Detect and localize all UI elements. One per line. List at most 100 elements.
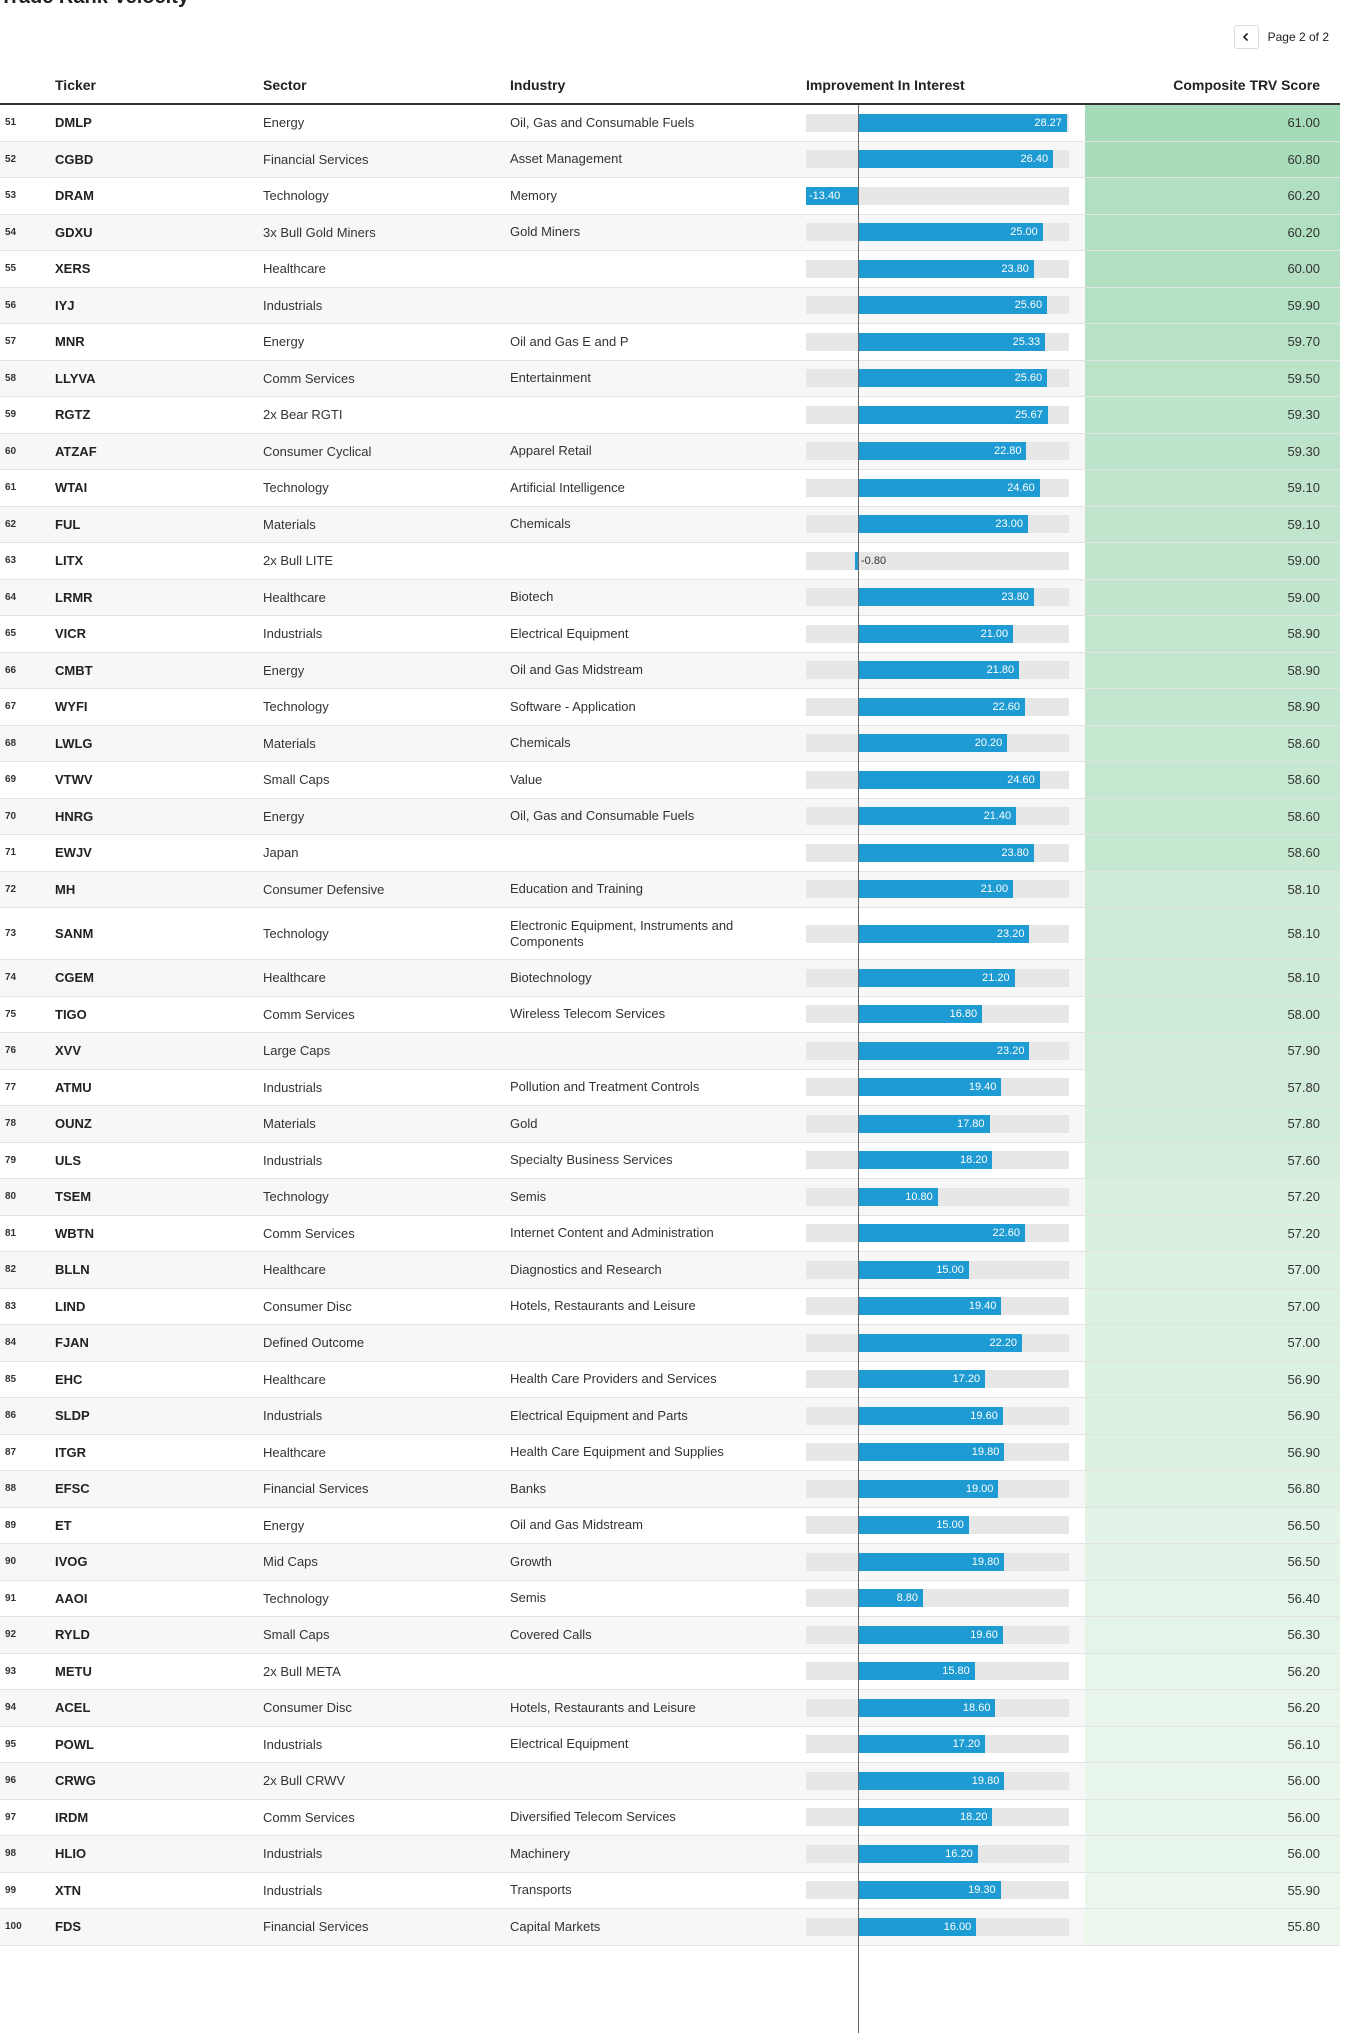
ticker-cell[interactable]: LLYVA — [55, 370, 96, 386]
ticker-cell[interactable]: IVOG — [55, 1554, 88, 1570]
ticker-cell[interactable]: TSEM — [55, 1189, 92, 1205]
ticker-cell[interactable]: OUNZ — [55, 1116, 92, 1132]
table-row[interactable]: 70 HNRG Energy Oil, Gas and Consumable Fuel… — [0, 798, 1340, 835]
ticker-cell[interactable]: ITGR — [55, 1444, 87, 1460]
table-row[interactable]: 72 MH Consumer Defensive Education and Trai… — [0, 871, 1340, 908]
ticker-cell[interactable]: METU — [55, 1663, 92, 1679]
ticker-cell[interactable]: LWLG — [55, 735, 93, 751]
table-row[interactable]: 56 IYJ Industrials 25.60 59.90 — [0, 287, 1340, 324]
ticker-cell[interactable]: ATZAF — [55, 443, 97, 459]
table-row[interactable]: 96 CRWG 2x Bull CRWV 19.80 56.00 — [0, 1763, 1340, 1800]
column-header-industry[interactable]: Industry — [510, 77, 566, 93]
table-row[interactable]: 64 LRMR Healthcare Biotech 23.80 59.00 — [0, 579, 1340, 616]
table-row[interactable]: 66 CMBT Energy Oil and Gas Midstream 21.80 58… — [0, 652, 1340, 689]
column-header-score[interactable]: Composite TRV Score — [1173, 77, 1320, 93]
ticker-cell[interactable]: DRAM — [55, 188, 94, 204]
ticker-cell[interactable]: CGBD — [55, 151, 94, 167]
table-row[interactable]: 86 SLDP Industrials Electrical Equipment an… — [0, 1398, 1340, 1435]
column-header-improvement[interactable]: Improvement In Interest — [806, 77, 965, 93]
table-row[interactable]: 77 ATMU Industrials Pollution and Treatment… — [0, 1069, 1340, 1106]
ticker-cell[interactable]: IRDM — [55, 1809, 89, 1825]
table-row[interactable]: 62 FUL Materials Chemicals 23.00 59.10 — [0, 506, 1340, 543]
table-row[interactable]: 61 WTAI Technology Artificial Intelligence 2… — [0, 470, 1340, 507]
ticker-cell[interactable]: FJAN — [55, 1335, 89, 1351]
table-row[interactable]: 88 EFSC Financial Services Banks 19.00 56.80 — [0, 1471, 1340, 1508]
table-row[interactable]: 69 VTWV Small Caps Value 24.60 58.60 — [0, 762, 1340, 799]
table-row[interactable]: 85 EHC Healthcare Health Care Providers and… — [0, 1361, 1340, 1398]
ticker-cell[interactable]: EHC — [55, 1371, 83, 1387]
ticker-cell[interactable]: DMLP — [55, 115, 92, 131]
ticker-cell[interactable]: WBTN — [55, 1225, 94, 1241]
ticker-cell[interactable]: LIND — [55, 1298, 86, 1314]
ticker-cell[interactable]: IYJ — [55, 297, 75, 313]
table-row[interactable]: 53 DRAM Technology Memory -13.40 60.20 — [0, 178, 1340, 215]
table-row[interactable]: 59 RGTZ 2x Bear RGTI 25.67 59.30 — [0, 397, 1340, 434]
ticker-cell[interactable]: WTAI — [55, 480, 88, 496]
table-row[interactable]: 91 AAOI Technology Semis 8.80 56.40 — [0, 1580, 1340, 1617]
ticker-cell[interactable]: HLIO — [55, 1846, 87, 1862]
table-row[interactable]: 75 TIGO Comm Services Wireless Telecom Serv… — [0, 996, 1340, 1033]
ticker-cell[interactable]: ET — [55, 1517, 72, 1533]
table-row[interactable]: 51 DMLP Energy Oil, Gas and Consumable Fuel… — [0, 105, 1340, 142]
ticker-cell[interactable]: SLDP — [55, 1408, 90, 1424]
ticker-cell[interactable]: XVV — [55, 1043, 82, 1059]
table-row[interactable]: 52 CGBD Financial Services Asset Management… — [0, 141, 1340, 178]
ticker-cell[interactable]: VICR — [55, 626, 87, 642]
ticker-cell[interactable]: BLLN — [55, 1262, 90, 1278]
table-row[interactable]: 99 XTN Industrials Transports 19.30 55.90 — [0, 1872, 1340, 1909]
ticker-cell[interactable]: TIGO — [55, 1006, 87, 1022]
table-row[interactable]: 82 BLLN Healthcare Diagnostics and Research… — [0, 1252, 1340, 1289]
table-row[interactable]: 78 OUNZ Materials Gold 17.80 57.80 — [0, 1106, 1340, 1143]
table-row[interactable]: 97 IRDM Comm Services Diversified Telecom S… — [0, 1799, 1340, 1836]
table-row[interactable]: 93 METU 2x Bull META 15.80 56.20 — [0, 1653, 1340, 1690]
table-row[interactable]: 71 EWJV Japan 23.80 58.60 — [0, 835, 1340, 872]
table-row[interactable]: 57 MNR Energy Oil and Gas E and P 25.33 59.70 — [0, 324, 1340, 361]
ticker-cell[interactable]: CMBT — [55, 662, 93, 678]
ticker-cell[interactable]: CGEM — [55, 970, 94, 986]
table-row[interactable]: 98 HLIO Industrials Machinery 16.20 56.00 — [0, 1836, 1340, 1873]
table-row[interactable]: 76 XVV Large Caps 23.20 57.90 — [0, 1033, 1340, 1070]
table-row[interactable]: 95 POWL Industrials Electrical Equipment 17.… — [0, 1726, 1340, 1763]
table-row[interactable]: 87 ITGR Healthcare Health Care Equipment an… — [0, 1434, 1340, 1471]
ticker-cell[interactable]: RGTZ — [55, 407, 91, 423]
ticker-cell[interactable]: LRMR — [55, 589, 93, 605]
table-row[interactable]: 55 XERS Healthcare 23.80 60.00 — [0, 251, 1340, 288]
ticker-cell[interactable]: FDS — [55, 1919, 81, 1935]
previous-page-button[interactable] — [1233, 25, 1259, 49]
ticker-cell[interactable]: EWJV — [55, 845, 92, 861]
table-row[interactable]: 90 IVOG Mid Caps Growth 19.80 56.50 — [0, 1544, 1340, 1581]
ticker-cell[interactable]: XTN — [55, 1882, 81, 1898]
ticker-cell[interactable]: RYLD — [55, 1627, 90, 1643]
table-row[interactable]: 67 WYFI Technology Software - Application 22… — [0, 689, 1340, 726]
table-row[interactable]: 73 SANM Technology Electronic Equipment, In… — [0, 908, 1340, 960]
ticker-cell[interactable]: AAOI — [55, 1590, 88, 1606]
table-row[interactable]: 79 ULS Industrials Specialty Business Servi… — [0, 1142, 1340, 1179]
ticker-cell[interactable]: LITX — [55, 553, 84, 569]
table-row[interactable]: 100 FDS Financial Services Capital Markets 1… — [0, 1909, 1340, 1946]
table-row[interactable]: 58 LLYVA Comm Services Entertainment 25.60 59… — [0, 360, 1340, 397]
table-row[interactable]: 74 CGEM Healthcare Biotechnology 21.20 58.10 — [0, 960, 1340, 997]
table-row[interactable]: 65 VICR Industrials Electrical Equipment 21.… — [0, 616, 1340, 653]
ticker-cell[interactable]: HNRG — [55, 808, 94, 824]
ticker-cell[interactable]: SANM — [55, 926, 94, 941]
ticker-cell[interactable]: ACEL — [55, 1700, 91, 1716]
table-row[interactable]: 94 ACEL Consumer Disc Hotels, Restaurants a… — [0, 1690, 1340, 1727]
table-row[interactable]: 81 WBTN Comm Services Internet Content and … — [0, 1215, 1340, 1252]
table-row[interactable]: 89 ET Energy Oil and Gas Midstream 15.00 56.5… — [0, 1507, 1340, 1544]
ticker-cell[interactable]: POWL — [55, 1736, 94, 1752]
ticker-cell[interactable]: WYFI — [55, 699, 88, 715]
table-row[interactable]: 83 LIND Consumer Disc Hotels, Restaurants a… — [0, 1288, 1340, 1325]
table-row[interactable]: 92 RYLD Small Caps Covered Calls 19.60 56.30 — [0, 1617, 1340, 1654]
column-header-sector[interactable]: Sector — [263, 77, 307, 93]
table-row[interactable]: 63 LITX 2x Bull LITE -0.80 59.00 — [0, 543, 1340, 580]
table-row[interactable]: 68 LWLG Materials Chemicals 20.20 58.60 — [0, 725, 1340, 762]
ticker-cell[interactable]: MNR — [55, 334, 85, 350]
ticker-cell[interactable]: XERS — [55, 261, 91, 277]
table-row[interactable]: 80 TSEM Technology Semis 10.80 57.20 — [0, 1179, 1340, 1216]
table-row[interactable]: 54 GDXU 3x Bull Gold Miners Gold Miners 25.0… — [0, 214, 1340, 251]
ticker-cell[interactable]: GDXU — [55, 224, 93, 240]
table-row[interactable]: 84 FJAN Defined Outcome 22.20 57.00 — [0, 1325, 1340, 1362]
ticker-cell[interactable]: EFSC — [55, 1481, 90, 1497]
ticker-cell[interactable]: ULS — [55, 1152, 81, 1168]
ticker-cell[interactable]: MH — [55, 881, 76, 897]
